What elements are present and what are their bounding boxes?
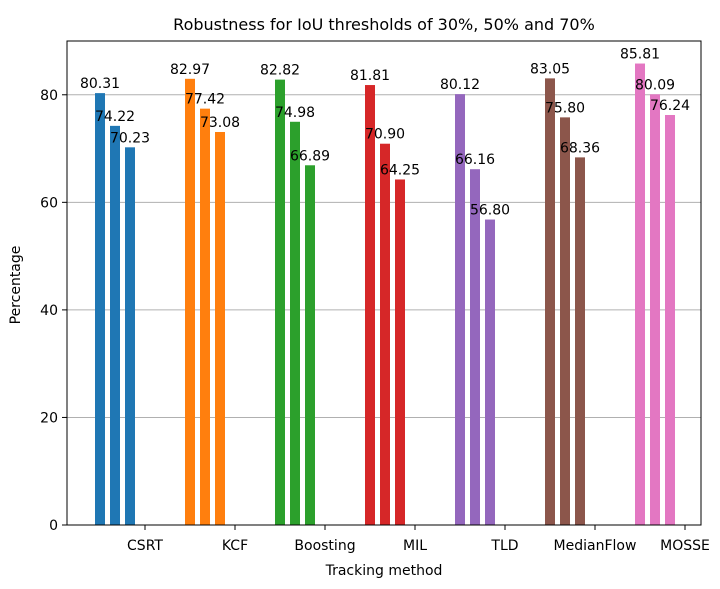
value-labels: 80.31 74.22 70.23 82.97 77.42 73.08 82.82 74.98… [80, 47, 690, 219]
x-tick-label: MedianFlow [554, 538, 637, 554]
value-label: 70.23 [110, 130, 150, 146]
value-label: 74.22 [95, 109, 135, 125]
x-tick-label: CSRT [127, 538, 163, 554]
value-label: 68.36 [560, 140, 600, 156]
bar-mil-1 [365, 85, 375, 525]
bar-medianflow-1 [545, 78, 555, 526]
axes: 0 20 40 60 80 CSRT KCF Boosting MIL TLD MedianFlow… [40, 40, 710, 554]
bar-csrt-1 [95, 93, 105, 526]
value-label: 64.25 [380, 162, 420, 178]
value-label: 80.12 [440, 77, 480, 93]
y-tick-label: 80 [40, 88, 58, 104]
bar-mosse-1 [635, 63, 645, 525]
bar-tld-2 [470, 169, 480, 525]
value-label: 82.97 [170, 62, 210, 78]
bar-medianflow-3 [575, 157, 585, 525]
x-tick-label: TLD [490, 538, 518, 554]
value-label: 66.16 [455, 152, 495, 168]
x-axis-label: Tracking method [325, 563, 443, 579]
chart-title: Robustness for IoU thresholds of 30%, 50… [173, 15, 595, 34]
value-label: 80.09 [635, 77, 675, 93]
bar-csrt-3 [125, 147, 135, 525]
bar-mosse-3 [665, 114, 675, 525]
x-tick-label: MOSSE [660, 538, 710, 554]
value-label: 73.08 [200, 115, 240, 131]
y-axis-label: Percentage [8, 246, 24, 325]
bar-kcf-1 [185, 78, 195, 525]
bars [95, 63, 675, 526]
y-tick-label: 40 [40, 303, 58, 319]
value-label: 66.89 [290, 148, 330, 164]
value-label: 56.80 [470, 203, 510, 219]
value-label: 81.81 [350, 68, 390, 84]
x-tick-label: KCF [222, 538, 248, 554]
y-tick-label: 0 [49, 518, 58, 534]
bar-mosse-2 [650, 94, 660, 526]
bar-csrt-2 [110, 125, 120, 526]
bar-tld-1 [455, 94, 465, 525]
value-label: 76.24 [650, 98, 690, 114]
bar-kcf-2 [200, 108, 210, 526]
bar-boosting-1 [275, 79, 285, 526]
plot-frame [66, 40, 702, 526]
bar-boosting-3 [305, 165, 315, 525]
bar-tld-3 [485, 219, 495, 525]
bar-kcf-3 [215, 131, 225, 525]
value-label: 82.82 [260, 63, 300, 79]
y-tick-label: 20 [40, 410, 58, 426]
value-label: 74.98 [275, 105, 315, 121]
bar-mil-3 [395, 179, 405, 525]
bar-mil-2 [380, 143, 390, 525]
value-label: 70.90 [365, 127, 405, 143]
x-tick-label: Boosting [294, 538, 355, 554]
value-label: 80.31 [80, 76, 120, 92]
value-label: 83.05 [530, 61, 570, 77]
y-tick-label: 60 [40, 195, 58, 211]
bar-medianflow-2 [560, 117, 570, 525]
bar-boosting-2 [290, 121, 300, 525]
value-label: 77.42 [185, 92, 225, 108]
value-label: 75.80 [545, 100, 585, 116]
x-tick-label: MIL [403, 538, 427, 554]
value-label: 85.81 [620, 47, 660, 63]
